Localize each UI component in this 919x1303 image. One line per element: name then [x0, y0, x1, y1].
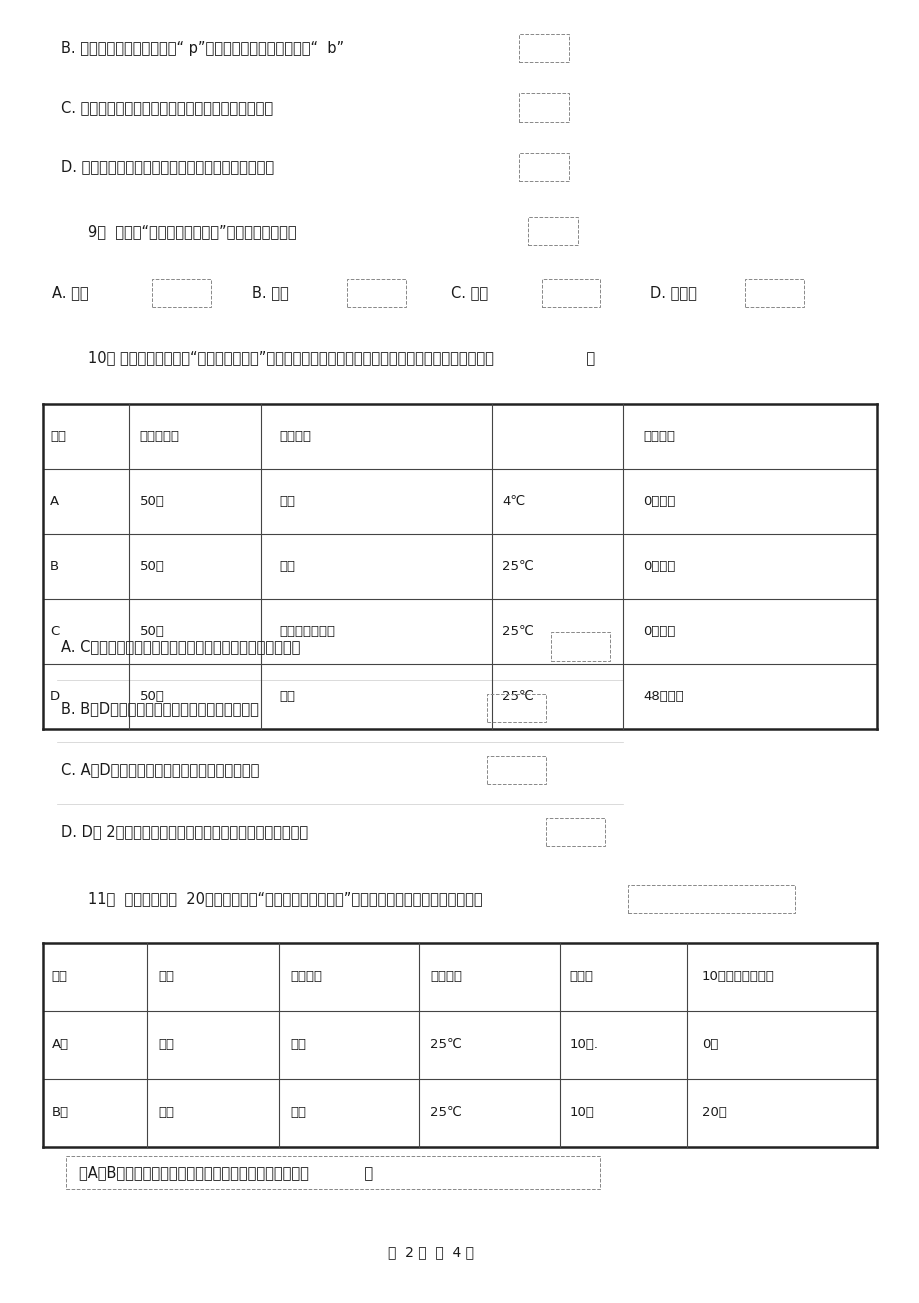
Text: 干燥: 干燥 — [278, 560, 295, 573]
Text: 25℃: 25℃ — [502, 689, 534, 702]
Text: 光线: 光线 — [158, 971, 174, 984]
Text: 土壤适量: 土壤适量 — [289, 971, 322, 984]
Text: 装置: 装置 — [50, 430, 66, 443]
Text: 10只: 10只 — [569, 1106, 594, 1119]
Text: 25℃: 25℃ — [430, 1106, 462, 1119]
Bar — [627, 885, 794, 913]
Text: A: A — [50, 495, 59, 508]
Text: 0粒萌发: 0粒萌发 — [642, 625, 675, 638]
Text: A. 中国: A. 中国 — [52, 285, 89, 301]
Text: 50粒: 50粒 — [140, 689, 165, 702]
Bar — [43, 943, 876, 1147]
Text: B: B — [50, 560, 59, 573]
Text: 11．  某学习小组用  20只鼠妇做探究“光对鼠妇生活的影响”的实验，其实验记录和记录如下：: 11． 某学习小组用 20只鼠妇做探究“光对鼠妇生活的影响”的实验，其实验记录和… — [88, 891, 482, 907]
Text: 10． 某校兴趣小组探究“种子萌发的条件”的实验方案及结果如表所示。下列有关分析中，错误的是（                    ）: 10． 某校兴趣小组探究“种子萌发的条件”的实验方案及结果如表所示。下列有关分析… — [88, 351, 595, 365]
Text: 10只.: 10只. — [569, 1038, 598, 1052]
Text: 潮湿: 潮湿 — [278, 689, 295, 702]
Text: C. 英国: C. 英国 — [450, 285, 488, 301]
Text: 9．  被誉为“世界杂交水稻之父”的袁隆平是哪国人: 9． 被誉为“世界杂交水稻之父”的袁隆平是哪国人 — [88, 224, 297, 238]
Text: 50粒: 50粒 — [140, 560, 165, 573]
Text: 实验结果: 实验结果 — [642, 430, 675, 443]
Text: 20只: 20只 — [701, 1106, 726, 1119]
Text: 25℃: 25℃ — [502, 625, 534, 638]
Text: 50粒: 50粒 — [140, 625, 165, 638]
Text: 0粒萌发: 0粒萌发 — [642, 495, 675, 508]
Text: A. C中种子都未萌发，是因为缺少种子萌发所需的各种条件: A. C中种子都未萌发，是因为缺少种子萌发所需的各种条件 — [62, 638, 301, 654]
Text: 48粒萌发: 48粒萌发 — [642, 689, 684, 702]
Text: 10分钟后的鼠妇数: 10分钟后的鼠妇数 — [701, 971, 774, 984]
Text: B组: B组 — [51, 1106, 69, 1119]
Text: B. 若载玻片上写有英文字母“ p”，则显微镜下看到的物象是“  b”: B. 若载玻片上写有英文字母“ p”，则显微镜下看到的物象是“ b” — [62, 40, 344, 56]
Text: 干燥: 干燥 — [289, 1038, 306, 1052]
Bar — [744, 279, 803, 308]
Text: D. D中 2粒种子未萌发，可能是种子不具备萌发的自身条件: D. D中 2粒种子未萌发，可能是种子不具备萌发的自身条件 — [62, 825, 308, 839]
Text: 鼠妇数: 鼠妇数 — [569, 971, 593, 984]
Bar — [152, 279, 210, 308]
Bar — [546, 818, 605, 846]
Text: （A、B两组环境是相同的），该实验设计的不妥之处是（            ）: （A、B两组环境是相同的），该实验设计的不妥之处是（ ） — [79, 1165, 373, 1179]
Text: 4℃: 4℃ — [502, 495, 525, 508]
Bar — [518, 34, 568, 63]
Text: D: D — [50, 689, 60, 702]
Text: 实验条件: 实验条件 — [278, 430, 311, 443]
Text: 土壤温度: 土壤温度 — [430, 971, 462, 984]
Text: C. 显微镜的放大倍数越大，观察的视野范围也就越大: C. 显微镜的放大倍数越大，观察的视野范围也就越大 — [62, 100, 273, 115]
Text: C. A与D对照，说明温度是影响种子萌发的条件: C. A与D对照，说明温度是影响种子萌发的条件 — [62, 762, 259, 778]
Text: B. 美国: B. 美国 — [251, 285, 288, 301]
Text: 0粒萌发: 0粒萌发 — [642, 560, 675, 573]
Bar — [66, 1156, 600, 1190]
Text: 潮湿: 潮湿 — [289, 1106, 306, 1119]
Text: 50粒: 50粒 — [140, 495, 165, 508]
Text: 25℃: 25℃ — [430, 1038, 462, 1052]
Bar — [541, 279, 600, 308]
Text: 0只: 0只 — [701, 1038, 718, 1052]
Text: D. 俄罗斯: D. 俄罗斯 — [650, 285, 697, 301]
Text: B. B与D对照，说明水分是影响种子萌发的条件: B. B与D对照，说明水分是影响种子萌发的条件 — [62, 701, 259, 715]
Bar — [487, 694, 546, 722]
Text: A组: A组 — [51, 1038, 69, 1052]
Bar — [43, 404, 876, 728]
Text: 明亮: 明亮 — [158, 1038, 174, 1052]
Bar — [518, 94, 568, 121]
Bar — [487, 756, 546, 784]
Text: 完全浸没在水中: 完全浸没在水中 — [278, 625, 335, 638]
Text: 组别: 组别 — [51, 971, 67, 984]
Text: 25℃: 25℃ — [502, 560, 534, 573]
Text: C: C — [50, 625, 59, 638]
Text: 第  2 页  共  4 页: 第 2 页 共 4 页 — [387, 1246, 473, 1259]
Text: D. 调节粗准焦螺旋镜筒下降时，眼睛一定要注视目镜: D. 调节粗准焦螺旋镜筒下降时，眼睛一定要注视目镜 — [62, 159, 274, 175]
Text: 小麦种子数: 小麦种子数 — [140, 430, 179, 443]
Bar — [528, 218, 577, 245]
Text: 黑暗: 黑暗 — [158, 1106, 174, 1119]
Bar — [518, 152, 568, 181]
Bar — [346, 279, 405, 308]
Text: 潮湿: 潮湿 — [278, 495, 295, 508]
Bar — [550, 632, 609, 661]
